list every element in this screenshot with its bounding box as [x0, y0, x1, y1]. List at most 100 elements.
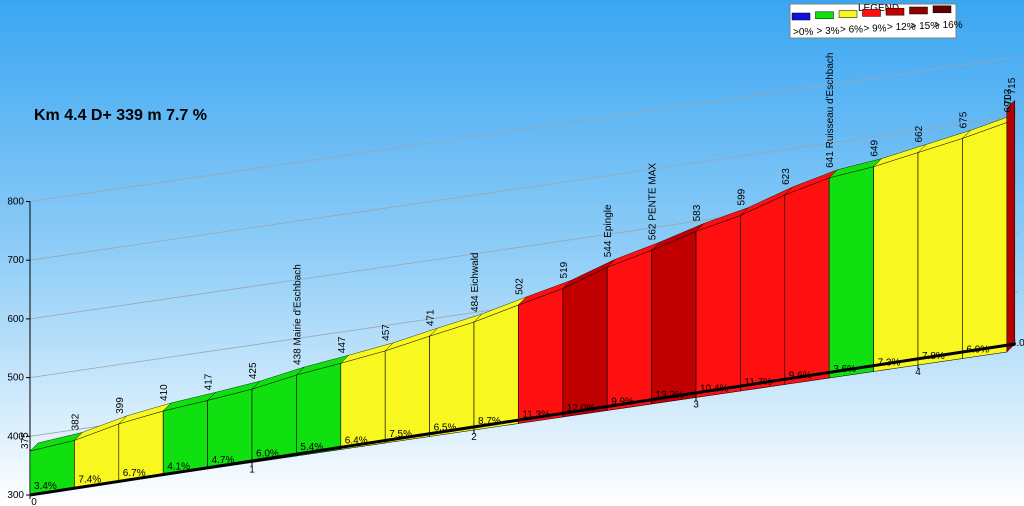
legend-item: > 12%	[885, 7, 916, 33]
legend-label: > 9%	[864, 23, 887, 34]
grade-label: 11.3%	[522, 410, 550, 421]
grade-label: 7.4%	[78, 475, 101, 486]
grade-label: 10.1%	[0, 0, 28, 3]
legend-label: > 3%	[817, 26, 840, 37]
y-tick-label: 600	[7, 314, 24, 325]
legend-swatch	[791, 12, 811, 21]
profile-segment: 3.4%	[29, 432, 84, 496]
segment-face	[606, 249, 652, 411]
altitude-label: 519	[559, 261, 570, 278]
altitude-label: 544 Epingle	[603, 204, 614, 257]
segment-face	[828, 166, 874, 379]
legend-item: > 16%	[932, 5, 963, 31]
altitude-label: 502	[514, 278, 525, 295]
legend-item: >0%	[791, 12, 813, 38]
legend-label: > 6%	[840, 25, 863, 36]
legend-label: > 15%	[911, 21, 940, 32]
x-tick-label: 4	[915, 367, 921, 378]
legend-item: > 9%	[862, 9, 887, 34]
segment-face	[384, 335, 430, 444]
segment-face	[562, 266, 608, 418]
segment-face	[473, 304, 519, 431]
profile-segment: 6.4%	[340, 342, 394, 450]
profile-segment: 12.0%	[562, 259, 616, 418]
legend-swatch	[815, 11, 834, 20]
altitude-label: 715	[1007, 77, 1018, 94]
altitude-label: 583	[692, 204, 703, 221]
profile-segment: 6.5%	[429, 313, 483, 437]
segment-face	[784, 177, 830, 385]
altitude-label: 425	[248, 362, 259, 379]
grade-label: 9.9%	[611, 397, 634, 408]
altitude-label: 417	[204, 373, 215, 390]
profile-segment: 6.0%	[251, 366, 305, 463]
grade-label: 3.4%	[34, 481, 57, 492]
chart-title: Km 4.4 D+ 339 m 7.7 %	[34, 107, 207, 124]
altitude-label: 641 Ruisseau d'Eschbach	[825, 53, 836, 168]
altitude-label: 471	[426, 309, 437, 326]
x-tick-label: 2	[471, 432, 477, 443]
altitude-label: 375	[20, 432, 31, 449]
altitude-label: 599	[736, 188, 747, 205]
altitude-label: 623	[781, 168, 792, 185]
legend-swatch	[909, 6, 928, 15]
grade-label: 6.0%	[256, 449, 279, 460]
profile-segment: 4.1%	[162, 391, 217, 476]
grade-label: 6.7%	[123, 468, 146, 479]
grade-label: 7.5%	[389, 429, 412, 440]
segment-face	[740, 194, 786, 392]
altitude-label: 703	[1003, 88, 1014, 105]
altitude-label: 675	[958, 111, 969, 128]
y-tick-label: 500	[7, 373, 24, 384]
segment-face	[518, 288, 564, 424]
segment-face	[651, 230, 697, 405]
legend-swatch	[838, 10, 858, 18]
profile-segment: 8.7%	[473, 296, 527, 431]
x-tick-label: 0	[31, 497, 37, 506]
legend-swatch	[932, 5, 952, 14]
profile-segment: 7.4%	[74, 415, 127, 489]
grade-label: 12.0%	[567, 403, 595, 414]
altitude-label: 399	[115, 397, 126, 414]
x-tick-label: 1	[249, 465, 255, 476]
segment-face	[429, 321, 475, 437]
y-tick-label: 800	[7, 197, 24, 208]
x-axis: 0 1 2 3 4	[29, 342, 1016, 506]
altitude-label: 382	[70, 413, 81, 430]
profile-segment: 5.4%	[295, 354, 350, 457]
legend-label: > 16%	[934, 20, 963, 31]
grade-label: 4.7%	[212, 455, 235, 466]
profile-segment: 11.3%	[518, 280, 571, 424]
grid-line	[29, 115, 1018, 261]
segment-face	[917, 137, 963, 366]
y-tick-label: 700	[7, 255, 24, 266]
altitude-label: 410	[159, 384, 170, 401]
y-axis: 300 400 500 600 700 800	[7, 197, 31, 501]
altitude-label: 484 Eichwald	[470, 253, 481, 312]
grid-line	[29, 56, 1018, 202]
legend-title: LEGEND	[858, 3, 899, 14]
altitude-label: 447	[337, 336, 348, 353]
grade-label: 6.0%	[1011, 338, 1024, 349]
profile-segment: 7.5%	[384, 327, 438, 444]
grade-label: 4.1%	[167, 462, 190, 473]
grade-label: 8.7%	[478, 416, 501, 427]
segment-side-face	[1006, 99, 1016, 353]
altitude-label: 438 Mairie d'Eschbach	[292, 264, 303, 365]
y-tick-label: 300	[7, 490, 24, 501]
segment-face	[962, 122, 1008, 359]
profile-segment: 10.1%	[0, 0, 28, 3]
grade-label: 6.4%	[345, 436, 368, 447]
legend-label: > 12%	[887, 22, 916, 33]
altitude-label: 691	[1003, 95, 1014, 112]
legend-swatch	[862, 9, 881, 17]
legend-item: > 3%	[815, 11, 840, 37]
legend-item: > 6%	[838, 10, 863, 36]
altitude-label: 649	[870, 140, 881, 157]
grade-label: 6.5%	[434, 423, 457, 434]
grade-label: 5.4%	[300, 442, 323, 453]
x-axis-line	[29, 342, 1016, 497]
legend: LEGEND >0% > 3% > 6% > 9% > 12%> 15%> 16%	[789, 3, 963, 39]
